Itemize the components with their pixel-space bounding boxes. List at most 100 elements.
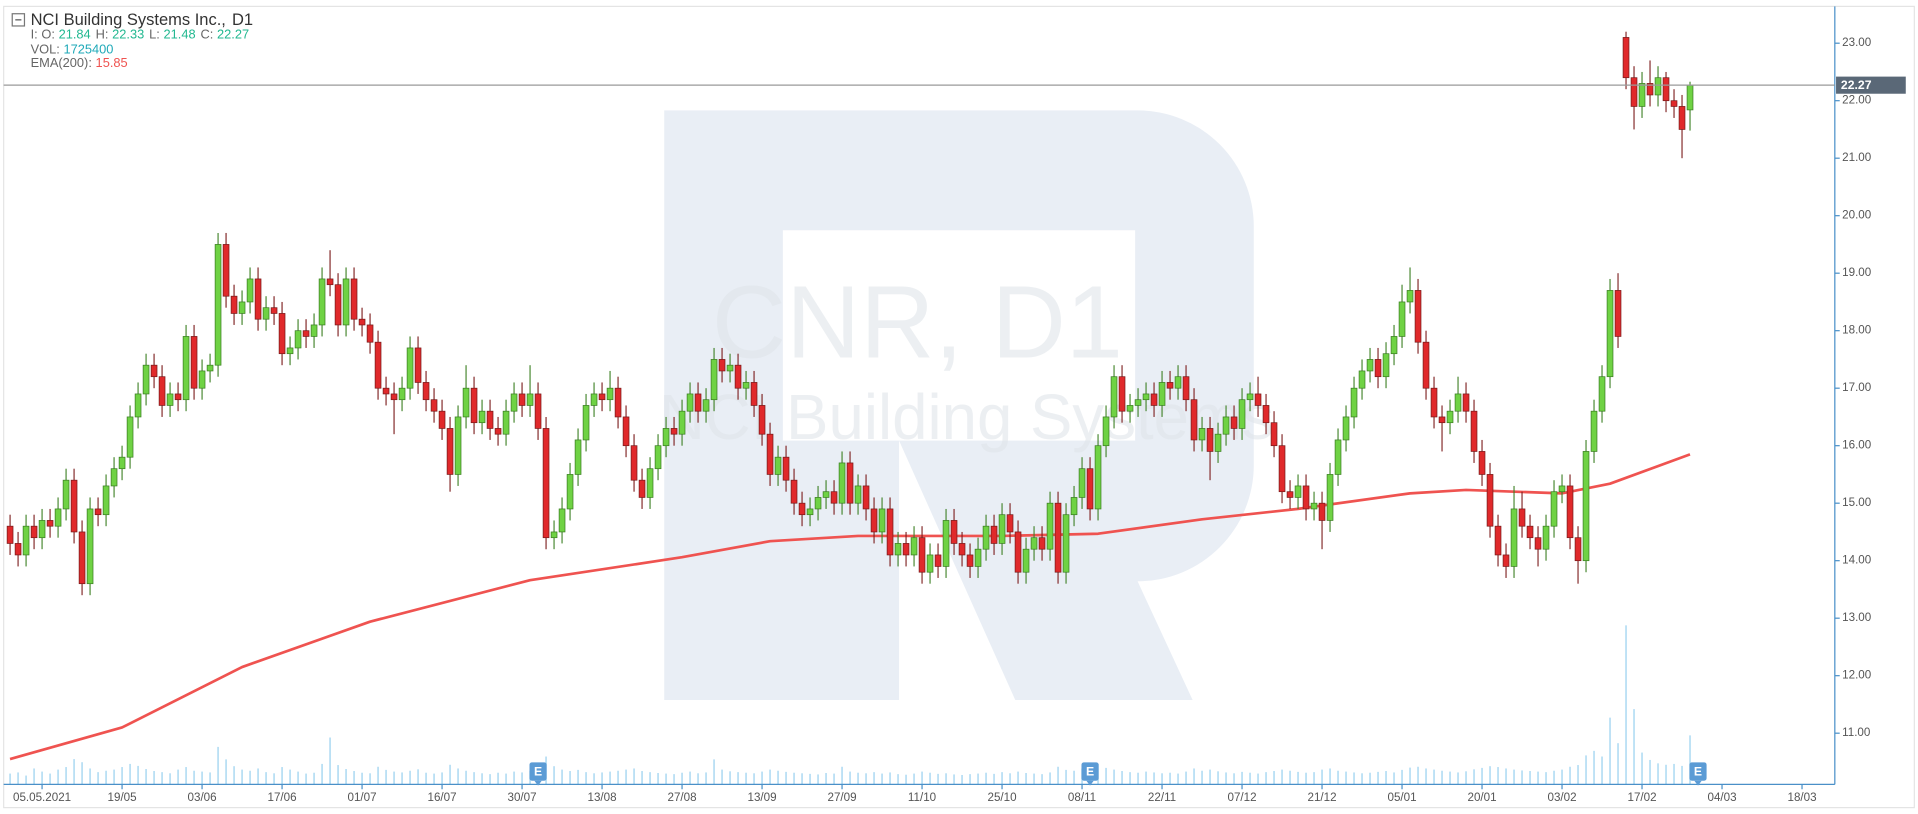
volume-bar [1489,766,1491,785]
candle-body [78,531,86,585]
volume-bar [513,771,515,785]
y-tick-label: 16.00 [1842,439,1871,452]
x-tick-label: 08/11 [1068,791,1096,804]
candle-body [1646,83,1654,96]
candle-body [734,364,742,389]
candle-body [318,278,326,326]
volume-bar [89,768,91,785]
volume-bar [857,772,859,785]
candle-body [974,548,982,567]
candle-body [718,359,726,372]
candle-body [750,382,758,406]
candle-body [94,508,102,516]
x-tick-label: 01/07 [348,791,377,804]
volume-bar [1281,769,1283,785]
volume-bar [1121,771,1123,785]
candle-body [1206,428,1214,452]
volume-bar [1033,773,1035,785]
volume-bar [1337,770,1339,785]
candle-body [1318,502,1326,521]
y-tick-label: 23.00 [1842,36,1871,49]
candle-body [1054,502,1062,573]
candle-body [438,410,446,429]
legend-label: L: [149,27,160,42]
candle-body [1326,474,1334,521]
candle-body [1446,410,1454,424]
volume-bar [1377,771,1379,785]
candle-body [550,531,558,539]
volume-bar [521,772,523,785]
candle-body [126,416,134,458]
candle-body [806,508,814,516]
volume-bar [1065,769,1067,785]
volume-bar [1417,766,1419,785]
candle-body [814,497,822,510]
candle-body [1606,290,1614,378]
candle-body [1590,410,1598,452]
candle-body [1494,525,1502,556]
volume-bar [1313,772,1315,785]
candle-body [950,520,958,544]
candle-body [334,284,342,326]
candle-body [470,387,478,424]
volume-bar [1425,768,1427,785]
candle-body [694,393,702,412]
legend-value: 22.27 [217,27,249,42]
volume-bar [1465,771,1467,785]
x-tick-label: 05/01 [1388,791,1417,804]
candle-body [1022,548,1030,573]
volume-bar [721,769,723,785]
y-tick-label: 19.00 [1842,266,1871,279]
volume-bar [425,772,427,785]
volume-bar [913,773,915,785]
volume-bar [401,772,403,785]
candle-body [1118,376,1126,412]
event-pointer [1086,780,1094,786]
legend-label: O: [41,27,55,42]
candle-body [1358,370,1366,389]
volume-bar [145,769,147,785]
candle-body [1638,83,1646,107]
volume-bar [649,772,651,785]
volume-bar [1609,717,1611,785]
candle-body [1542,525,1550,550]
candle-body [942,520,950,567]
volume-legend: VOL: 1725400 [31,42,114,57]
y-tick-label: 13.00 [1842,611,1871,624]
x-tick-label: 03/02 [1547,791,1576,804]
candle-body [854,485,862,504]
candle-body [1502,554,1510,567]
x-tick-label: 27/09 [828,791,857,804]
candle-body [1654,77,1662,96]
candle-body [158,376,166,406]
candle-body [1278,445,1286,493]
volume-bar [945,773,947,785]
x-tick-label: 19/05 [108,791,137,804]
candle-body [102,485,110,516]
volume-bar [369,773,371,785]
axes: 11.00 12.00 13.00 14.00 15.00 16.00 17.00 18.00… [3,6,1871,804]
timeframe: D1 [232,11,253,29]
y-tick-label: 21.00 [1842,151,1871,164]
candle-body [1670,100,1678,107]
volume-bar [617,770,619,785]
candle-body [910,537,918,556]
candle-body [1302,485,1310,510]
x-tick-label: 17/06 [268,791,297,804]
volume-bar [25,775,27,785]
volume-bar [41,771,43,785]
candle-body [486,410,494,429]
candle-body [270,307,278,314]
volume-bar [1297,771,1299,785]
candle-body [1030,537,1038,550]
volume-bar [209,772,211,785]
watermark-symbol: CNR, D1 [712,265,1123,380]
candle-body [1398,301,1406,337]
volume-bar [561,769,563,785]
volume-bar [865,773,867,785]
volume-bar [1185,771,1187,785]
x-tick-label: 18/03 [1787,791,1816,804]
x-tick-label: 11/10 [908,791,936,804]
candle-body [742,382,750,389]
volume-bar [705,772,707,785]
